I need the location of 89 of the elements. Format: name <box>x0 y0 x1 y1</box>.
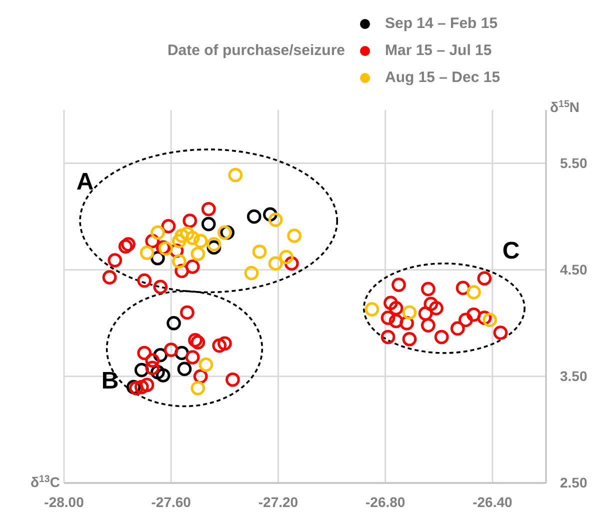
point <box>493 326 508 340</box>
point <box>218 225 232 240</box>
point <box>279 250 294 264</box>
x-tick-label: -26.80 <box>365 494 406 510</box>
point <box>458 312 473 328</box>
point <box>153 280 168 294</box>
point <box>201 216 216 232</box>
point <box>140 378 154 392</box>
point <box>108 253 122 268</box>
point <box>402 332 417 346</box>
point <box>434 330 449 344</box>
point <box>287 228 302 243</box>
point <box>166 316 181 330</box>
point <box>177 362 192 376</box>
point <box>174 228 189 243</box>
point <box>450 321 465 336</box>
point <box>156 368 170 383</box>
point <box>212 338 226 353</box>
point <box>482 312 497 328</box>
point <box>384 296 398 310</box>
point <box>185 230 200 246</box>
x-tick-label: -27.20 <box>258 494 298 510</box>
point <box>102 270 117 284</box>
point <box>380 330 396 344</box>
point <box>226 372 240 387</box>
point <box>466 307 481 322</box>
point <box>190 246 206 262</box>
annotation: B <box>101 367 119 394</box>
point <box>182 214 198 228</box>
point <box>145 360 160 376</box>
y-tick-label: 4.50 <box>560 261 588 278</box>
point <box>218 336 232 351</box>
point <box>418 306 433 321</box>
point <box>402 305 417 320</box>
point <box>164 342 178 357</box>
point <box>145 353 160 368</box>
point <box>429 301 444 316</box>
y-tick-label: 5.50 <box>560 154 588 171</box>
point <box>190 380 206 396</box>
x-axis-title: δ$^{13}$C <box>30 474 60 490</box>
annotation: A <box>76 168 94 196</box>
point <box>466 285 481 300</box>
point <box>388 301 404 316</box>
point <box>180 305 194 320</box>
point <box>424 296 438 312</box>
point <box>244 266 259 280</box>
x-tick-label: -27.60 <box>151 494 192 510</box>
legend-label: Sep 14 – Feb 15 <box>385 14 498 32</box>
point <box>193 234 208 248</box>
point <box>268 212 283 227</box>
point <box>185 260 200 274</box>
point <box>150 225 165 240</box>
point <box>380 310 396 325</box>
point <box>477 271 492 286</box>
legend-label: Mar 15 – Jul 15 <box>385 42 492 59</box>
point <box>118 239 133 254</box>
point <box>185 350 200 364</box>
x-tick-label: -28.00 <box>44 494 84 510</box>
point <box>198 358 214 372</box>
y-axis-title: δ$^{15}$N <box>550 98 580 115</box>
point <box>252 244 267 259</box>
legend-title: Date of purchase/seizure <box>167 42 345 59</box>
point <box>364 302 380 316</box>
point <box>268 256 283 271</box>
point <box>134 380 149 394</box>
legend-label: Aug 15 – Dec 15 <box>385 68 500 86</box>
point <box>129 380 144 396</box>
annotation: C <box>502 237 520 264</box>
y-tick-label: 3.50 <box>560 368 588 384</box>
y-tick-label: 2.50 <box>560 474 588 490</box>
point <box>228 168 243 182</box>
point <box>121 237 136 252</box>
point <box>158 241 173 256</box>
point <box>137 346 152 360</box>
point <box>172 254 186 268</box>
point <box>190 335 206 350</box>
point <box>201 202 216 216</box>
point <box>206 237 222 252</box>
point <box>421 318 436 332</box>
point <box>246 209 262 224</box>
point <box>180 226 194 241</box>
point <box>421 282 436 296</box>
point <box>137 273 152 288</box>
point <box>392 278 406 292</box>
point <box>172 234 186 248</box>
point <box>140 246 154 260</box>
point <box>388 314 404 328</box>
point <box>188 333 202 348</box>
x-tick-label: -26.40 <box>472 494 513 510</box>
